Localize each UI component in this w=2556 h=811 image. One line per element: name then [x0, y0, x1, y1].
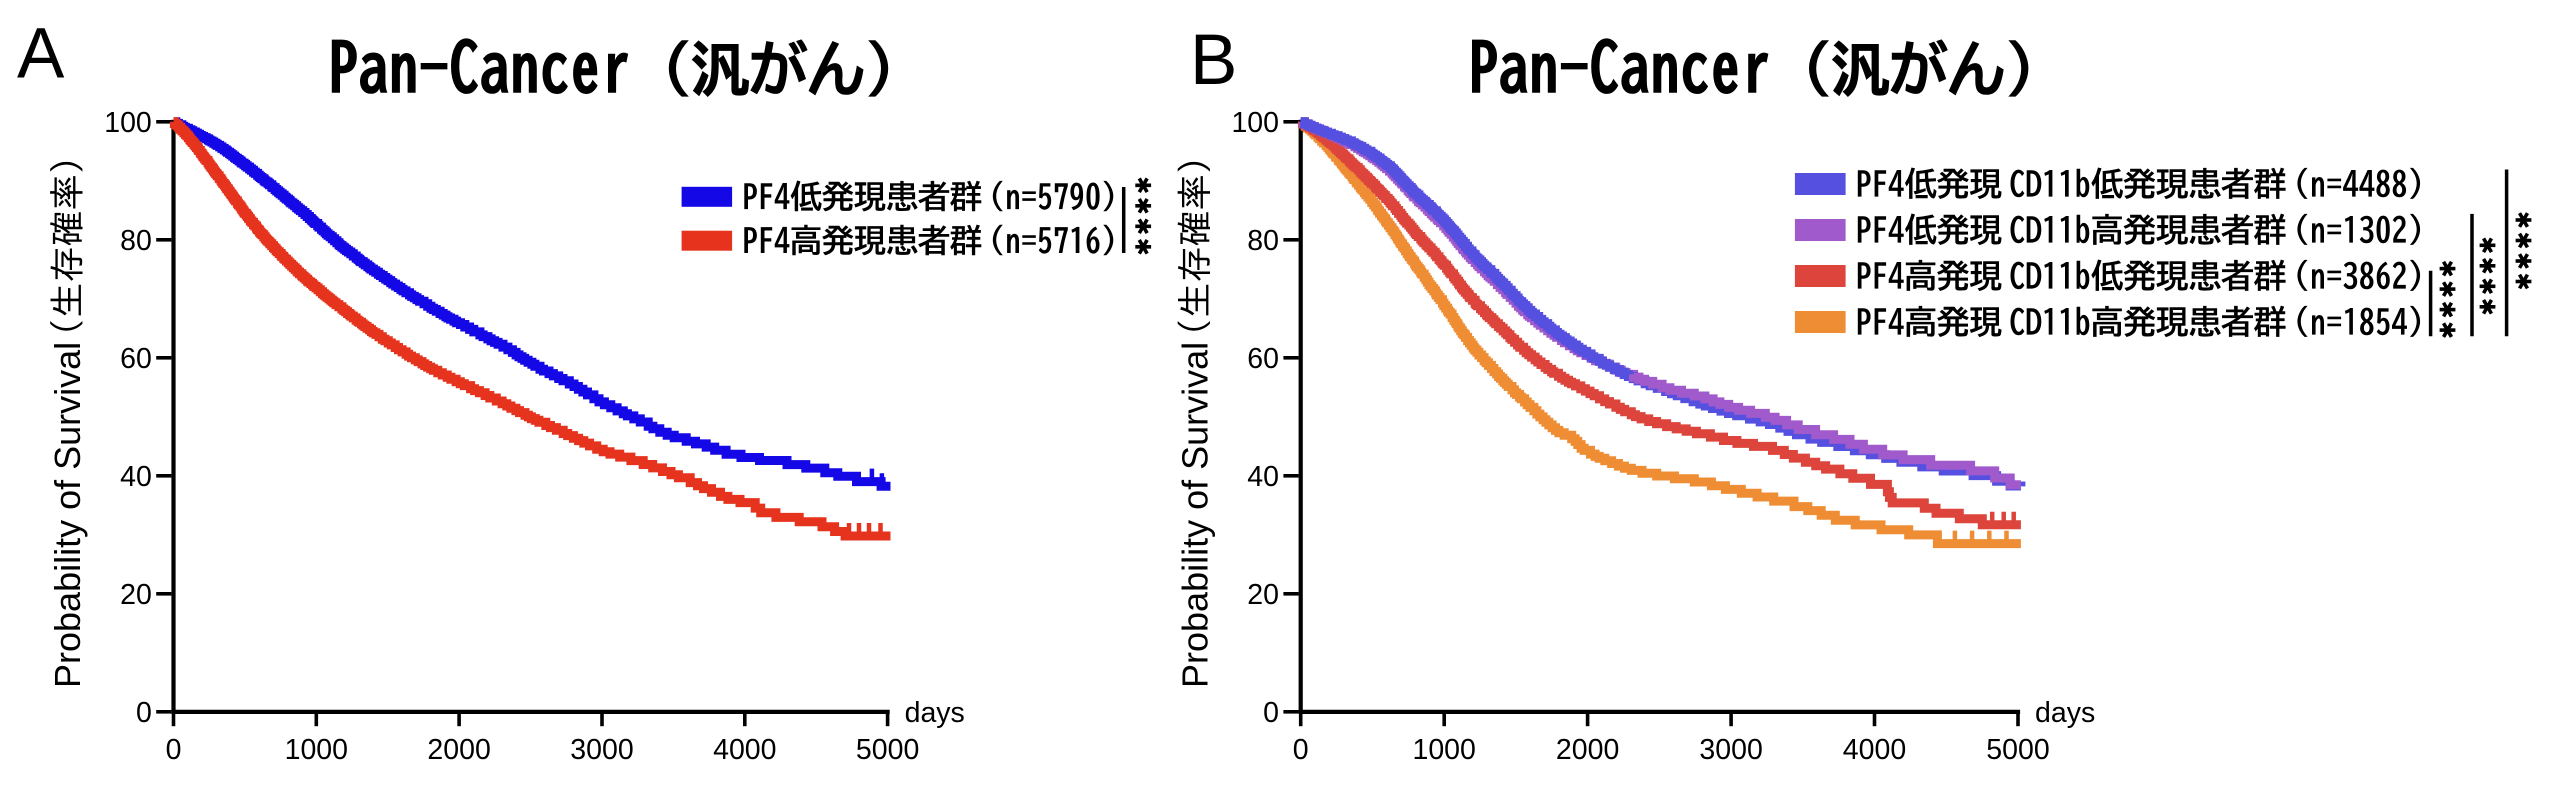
- svg-text:2000: 2000: [427, 734, 490, 766]
- svg-text:A: A: [17, 15, 65, 94]
- svg-text:days: days: [2035, 697, 2095, 729]
- svg-text:5000: 5000: [856, 734, 919, 766]
- svg-text:4000: 4000: [713, 734, 776, 766]
- svg-text:0: 0: [166, 734, 182, 766]
- svg-text:20: 20: [1247, 579, 1279, 611]
- svg-text:B: B: [1190, 21, 1237, 100]
- svg-text:100: 100: [1231, 107, 1279, 139]
- svg-text:60: 60: [120, 343, 152, 375]
- svg-text:60: 60: [1247, 343, 1279, 375]
- svg-text:20: 20: [120, 579, 152, 611]
- svg-text:40: 40: [1247, 461, 1279, 493]
- svg-text:80: 80: [1247, 225, 1279, 257]
- svg-text:40: 40: [120, 461, 152, 493]
- svg-text:Probability of Survival: Probability of Survival: [1175, 342, 1216, 688]
- svg-text:Probability of Survival: Probability of Survival: [47, 342, 88, 688]
- svg-text:80: 80: [120, 225, 152, 257]
- svg-text:0: 0: [136, 697, 152, 729]
- svg-text:2000: 2000: [1556, 734, 1619, 766]
- svg-text:1000: 1000: [1412, 734, 1475, 766]
- svg-text:3000: 3000: [1699, 734, 1762, 766]
- svg-text:0: 0: [1293, 734, 1309, 766]
- svg-text:0: 0: [1263, 697, 1279, 729]
- svg-text:100: 100: [104, 107, 152, 139]
- svg-text:4000: 4000: [1843, 734, 1906, 766]
- svg-text:5000: 5000: [1986, 734, 2049, 766]
- svg-text:3000: 3000: [570, 734, 633, 766]
- svg-text:days: days: [905, 697, 965, 729]
- svg-text:1000: 1000: [285, 734, 348, 766]
